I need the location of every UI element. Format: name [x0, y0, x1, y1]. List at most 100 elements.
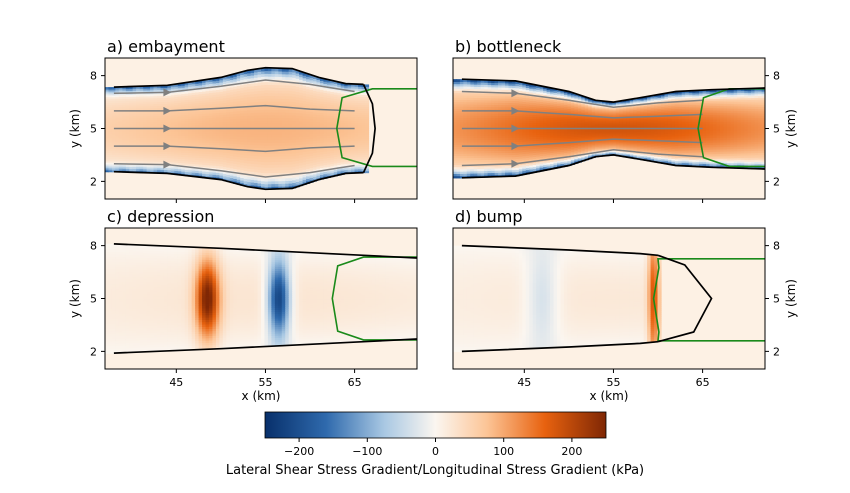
- heatmap-cell: [326, 170, 331, 174]
- heatmap-cell: [195, 107, 200, 110]
- heatmap-cell: [299, 89, 304, 93]
- heatmap-cell: [129, 152, 134, 156]
- heatmap-cell: [111, 108, 116, 111]
- heatmap-cell: [267, 98, 272, 102]
- heatmap-cell: [518, 86, 523, 89]
- heatmap-cell: [143, 99, 148, 103]
- heatmap-cell: [344, 163, 349, 166]
- heatmap-cell: [153, 153, 158, 156]
- heatmap-cell: [365, 134, 370, 138]
- heatmap-cell: [139, 125, 144, 129]
- heatmap-cell: [195, 96, 200, 99]
- heatmap-cell: [570, 131, 575, 134]
- heatmap-cell: [219, 116, 224, 120]
- heatmap-cell: [491, 108, 496, 112]
- heatmap-cell: [316, 105, 321, 109]
- heatmap-cell: [118, 140, 123, 144]
- heatmap-cell: [222, 90, 227, 94]
- heatmap-cell: [501, 121, 506, 125]
- heatmap-cell: [157, 133, 162, 136]
- heatmap-cell: [167, 89, 172, 92]
- heatmap-cell: [484, 137, 489, 141]
- heatmap-cell: [153, 97, 158, 101]
- heatmap-cell: [226, 89, 231, 93]
- heatmap-cell: [550, 145, 555, 148]
- heatmap-cell: [118, 142, 123, 146]
- heatmap-cell: [233, 130, 238, 135]
- heatmap-cell: [491, 117, 496, 121]
- heatmap-cell: [319, 153, 324, 157]
- heatmap-cell: [153, 121, 158, 125]
- heatmap-cell: [174, 96, 179, 100]
- heatmap-cell: [170, 157, 175, 161]
- heatmap-cell: [295, 96, 300, 100]
- heatmap-cell: [333, 100, 338, 104]
- heatmap-cell: [553, 92, 558, 95]
- heatmap-cell: [243, 180, 248, 185]
- heatmap-cell: [181, 139, 186, 143]
- heatmap-cell: [316, 100, 321, 104]
- heatmap-cell: [456, 106, 461, 109]
- heatmap-cell: [560, 133, 565, 137]
- heatmap-cell: [292, 160, 297, 165]
- heatmap-cell: [470, 106, 475, 110]
- heatmap-cell: [267, 134, 272, 138]
- heatmap-cell: [177, 112, 182, 116]
- heatmap-cell: [139, 141, 144, 144]
- heatmap-cell: [111, 119, 116, 123]
- heatmap-cell: [557, 96, 562, 99]
- heatmap-cell: [560, 151, 565, 154]
- heatmap-cell: [354, 98, 359, 101]
- heatmap-cell: [274, 95, 279, 99]
- heatmap-cell: [323, 87, 328, 91]
- heatmap-cell: [267, 145, 272, 149]
- heatmap-cell: [125, 142, 130, 146]
- heatmap-cell: [491, 170, 496, 174]
- heatmap-cell: [484, 86, 489, 90]
- heatmap-cell: [202, 131, 207, 134]
- heatmap-cell: [267, 128, 272, 132]
- heatmap-cell: [487, 161, 492, 165]
- heatmap-cell: [254, 85, 259, 89]
- heatmap-cell: [306, 133, 311, 137]
- heatmap-cell: [299, 110, 304, 114]
- heatmap-cell: [139, 143, 144, 146]
- heatmap-cell: [319, 151, 324, 155]
- heatmap-cell: [487, 172, 492, 176]
- heatmap-cell: [184, 116, 189, 120]
- heatmap-cell: [546, 109, 551, 113]
- heatmap-cell: [278, 95, 283, 99]
- heatmap-cell: [219, 144, 224, 148]
- heatmap-cell: [215, 165, 220, 169]
- heatmap-cell: [143, 111, 148, 115]
- heatmap-cell: [157, 157, 162, 160]
- heatmap-cell: [333, 149, 338, 153]
- heatmap-cell: [274, 158, 279, 163]
- heatmap-cell: [484, 121, 489, 125]
- heatmap-cell: [309, 104, 314, 108]
- heatmap-cell: [494, 97, 499, 101]
- heatmap-cell: [570, 152, 575, 156]
- heatmap-cell: [254, 177, 259, 181]
- heatmap-cell: [351, 98, 356, 101]
- heatmap-cell: [340, 93, 345, 96]
- heatmap-cell: [292, 123, 297, 127]
- heatmap-cell: [111, 87, 116, 90]
- heatmap-cell: [202, 113, 207, 117]
- heatmap-cell: [491, 99, 496, 103]
- heatmap-cell: [143, 101, 148, 105]
- heatmap-cell: [226, 130, 231, 134]
- heatmap-cell: [550, 99, 555, 102]
- heatmap-cell: [351, 116, 356, 119]
- heatmap-cell: [508, 124, 513, 127]
- heatmap-cell: [484, 159, 489, 163]
- heatmap-cell: [453, 157, 458, 161]
- heatmap-cell: [550, 106, 555, 109]
- heatmap-cell: [553, 162, 558, 166]
- heatmap-cell: [563, 130, 568, 133]
- heatmap-cell: [212, 101, 217, 105]
- heatmap-cell: [560, 104, 565, 107]
- heatmap-cell: [108, 142, 113, 146]
- heatmap-cell: [518, 122, 523, 125]
- heatmap-cell: [215, 130, 220, 134]
